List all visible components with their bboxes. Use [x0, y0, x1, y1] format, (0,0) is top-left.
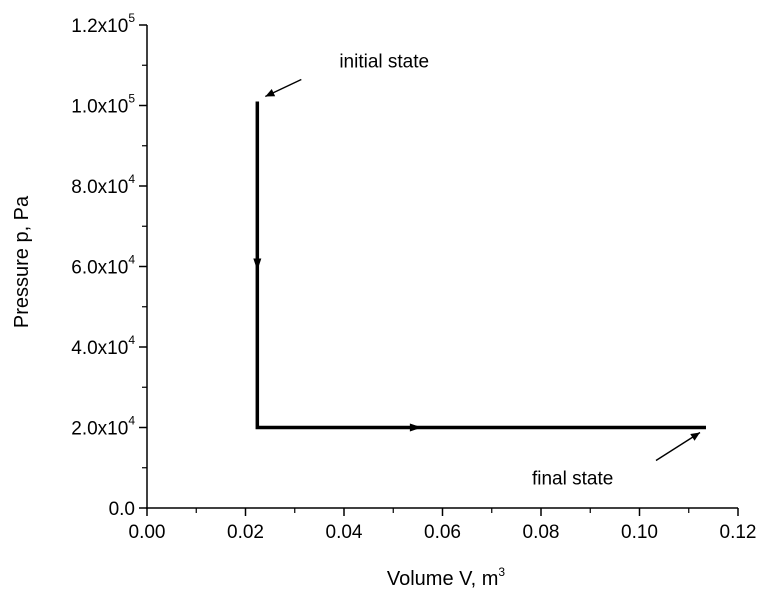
y-tick-exponent: 5 [128, 11, 135, 25]
x-tick-label: 0.12 [720, 522, 757, 543]
y-tick-exponent: 4 [128, 253, 135, 267]
ticks: 0.00 0.02 0.04 0.06 0.08 0.10 0.120.02.0x1044.… [71, 11, 756, 543]
y-tick-mantissa: 6.0x10 [71, 258, 128, 279]
x-axis-title-main: Volume V, m [387, 568, 499, 590]
y-tick-label: 1.2x105 [71, 11, 135, 37]
direction-arrow [253, 258, 262, 271]
y-tick-label: 1.0x105 [71, 92, 135, 118]
x-axis-title-superscript: 3 [498, 565, 505, 579]
y-tick-label: 8.0x104 [71, 172, 135, 198]
annotation-arrow-head [265, 89, 276, 97]
y-tick-mantissa: 2.0x10 [71, 419, 128, 440]
annotation-label: initial state [339, 51, 429, 72]
x-axis-title: Volume V, m3 [387, 565, 506, 590]
x-tick-label: 0.02 [227, 522, 264, 543]
annotation-arrow-head [690, 432, 700, 441]
y-tick-label: 2.0x104 [71, 414, 135, 440]
y-tick-mantissa: 1.2x10 [71, 16, 128, 37]
y-tick-mantissa: 0.0 [109, 499, 135, 520]
y-tick-exponent: 4 [128, 333, 135, 347]
x-tick-label: 0.10 [621, 522, 658, 543]
direction-arrow [409, 423, 422, 432]
y-tick-mantissa: 1.0x10 [71, 97, 128, 118]
process-path [253, 101, 706, 432]
y-tick-label: 6.0x104 [71, 253, 135, 279]
y-tick-exponent: 4 [128, 172, 135, 186]
x-tick-label: 0.00 [129, 522, 166, 543]
y-axis-title: Pressure p, Pa [11, 195, 33, 328]
y-tick-label: 4.0x104 [71, 333, 135, 359]
y-tick-label: 0.0 [109, 499, 135, 520]
y-tick-exponent: 5 [128, 92, 135, 106]
annotations: initial state final state [265, 51, 701, 490]
x-tick-label: 0.08 [523, 522, 560, 543]
x-tick-label: 0.06 [424, 522, 461, 543]
process-line [255, 101, 706, 430]
y-tick-mantissa: 4.0x10 [71, 338, 128, 359]
y-tick-mantissa: 8.0x10 [71, 177, 128, 198]
x-tick-label: 0.04 [326, 522, 363, 543]
axes [146, 25, 738, 509]
y-tick-exponent: 4 [128, 414, 135, 428]
annotation-label: final state [532, 469, 613, 490]
